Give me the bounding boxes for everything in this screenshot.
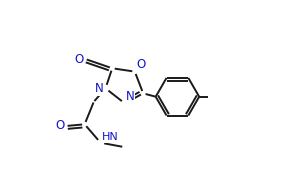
Text: N: N	[126, 90, 134, 103]
Text: O: O	[56, 119, 65, 132]
Text: N: N	[95, 82, 104, 95]
Text: O: O	[74, 53, 84, 66]
Text: O: O	[137, 58, 146, 71]
Text: HN: HN	[102, 132, 119, 142]
